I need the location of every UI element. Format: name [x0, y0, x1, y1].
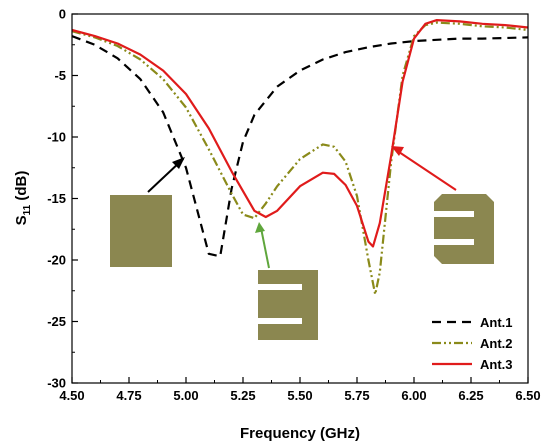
x-tick-label: 6.00 — [401, 388, 426, 403]
x-tick-label: 6.25 — [458, 388, 483, 403]
annotation-arrows — [147, 146, 457, 269]
ant3-arrowhead — [391, 146, 404, 156]
series-line-ant3 — [71, 19, 529, 248]
ant2-arrowhead — [255, 222, 265, 233]
x-tick-label: 5.25 — [230, 388, 255, 403]
legend: Ant.1 Ant.2 Ant.3 — [432, 315, 513, 372]
y-tick-label: -25 — [47, 314, 66, 329]
x-axis-title: Frequency (GHz) — [240, 425, 360, 442]
y-axis-title-rest: (dB) — [13, 171, 30, 205]
x-tick-label: 5.75 — [344, 388, 369, 403]
y-tick-label: 0 — [59, 7, 66, 22]
series-line-ant1 — [71, 35, 529, 258]
y-tick-label: -20 — [47, 253, 66, 268]
legend-label-ant1: Ant.1 — [480, 315, 513, 330]
legend-label-ant2: Ant.2 — [480, 336, 513, 351]
x-tick-label: 6.50 — [515, 388, 540, 403]
x-tick-label: 5.50 — [287, 388, 312, 403]
x-axis-ticks: 4.50 4.75 5.00 5.25 5.50 5.75 6.00 6.25 6.50 — [59, 377, 541, 403]
y-axis-ticks: 0 -5 -10 -15 -20 -25 -30 — [47, 7, 78, 391]
y-tick-label: -5 — [54, 68, 66, 83]
y-axis-title-base: S — [13, 215, 30, 225]
ant2-patch — [258, 270, 318, 340]
ant3-pointer-arrow — [395, 149, 457, 191]
ant1-pointer-arrow — [147, 160, 182, 193]
series-line-ant2 — [71, 21, 529, 296]
y-tick-label: -30 — [47, 376, 66, 391]
x-tick-label: 5.00 — [173, 388, 198, 403]
ant2-pointer-arrow — [260, 227, 270, 269]
ant1-patch — [110, 195, 172, 267]
ant3-patch — [434, 194, 494, 264]
ant3-patch-inset — [434, 194, 494, 264]
ant1-arrowhead — [172, 157, 185, 169]
y-tick-label: -15 — [47, 191, 66, 206]
y-tick-label: -10 — [47, 130, 66, 145]
y-axis-title-sub: 11 — [22, 204, 33, 215]
ant1-patch-inset — [110, 195, 172, 267]
series-layer — [71, 19, 529, 296]
x-tick-label: 4.50 — [59, 388, 84, 403]
ant2-patch-inset — [258, 270, 318, 340]
x-tick-label: 4.75 — [116, 388, 141, 403]
y-axis-title: S11 (dB) — [13, 171, 33, 226]
legend-label-ant3: Ant.3 — [480, 357, 513, 372]
